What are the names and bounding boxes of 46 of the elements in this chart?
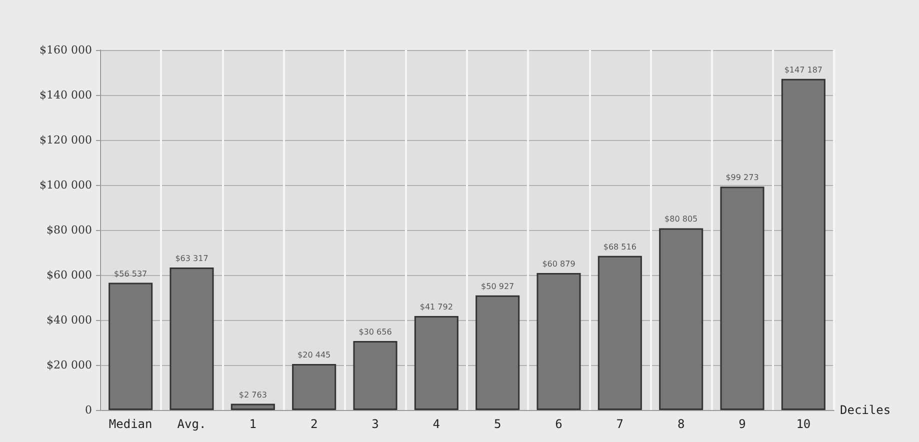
y-tick-label: $140 000	[40, 88, 92, 102]
x-tick-label: 5	[494, 417, 502, 431]
bar	[781, 78, 826, 410]
x-tick-label: 1	[249, 417, 257, 431]
x-tick-label: 4	[432, 417, 440, 431]
x-tick-label: 2	[310, 417, 318, 431]
bar	[170, 268, 214, 410]
data-label: $50 927	[481, 282, 514, 291]
bar	[292, 364, 336, 410]
bar	[353, 341, 398, 410]
data-label: $56 537	[114, 269, 148, 278]
y-tick-label: $160 000	[40, 44, 92, 56]
bar	[108, 282, 153, 410]
data-label: $2 763	[238, 390, 267, 400]
data-label: $30 656	[358, 328, 392, 337]
y-tick-label: $80 000	[46, 224, 92, 236]
bar	[536, 273, 581, 410]
x-tick-label: 3	[372, 417, 379, 431]
x-tick-label: 7	[616, 417, 624, 431]
y-tick-label: $20 000	[46, 358, 92, 372]
x-axis-title: Deciles	[840, 403, 891, 417]
bar	[476, 295, 520, 410]
data-label: $80 805	[664, 214, 698, 224]
data-label: $41 792	[420, 302, 453, 312]
data-label: $68 516	[603, 242, 636, 252]
y-tick-label: $120 000	[40, 134, 92, 146]
bar	[659, 228, 704, 410]
x-tick-label: 9	[738, 417, 746, 431]
data-label: $63 317	[175, 254, 208, 264]
y-tick-label: $60 000	[46, 268, 92, 282]
x-tick-label: Avg.	[177, 417, 206, 431]
x-tick-label: 6	[555, 417, 562, 431]
data-label: $20 445	[298, 350, 331, 360]
y-tick-label: $100 000	[40, 178, 92, 192]
y-tick-label: 0	[85, 404, 92, 416]
x-tick-label: 10	[796, 417, 811, 431]
data-label: $147 187	[784, 65, 823, 74]
data-label: $99 273	[726, 173, 759, 182]
x-tick-label: Median	[108, 417, 152, 431]
y-tick-label: $40 000	[46, 314, 92, 326]
x-tick-label: 8	[677, 417, 685, 431]
bar	[230, 404, 275, 410]
bar	[720, 186, 764, 410]
bar	[598, 256, 642, 410]
bar	[414, 316, 458, 410]
data-label: $60 879	[542, 260, 576, 269]
